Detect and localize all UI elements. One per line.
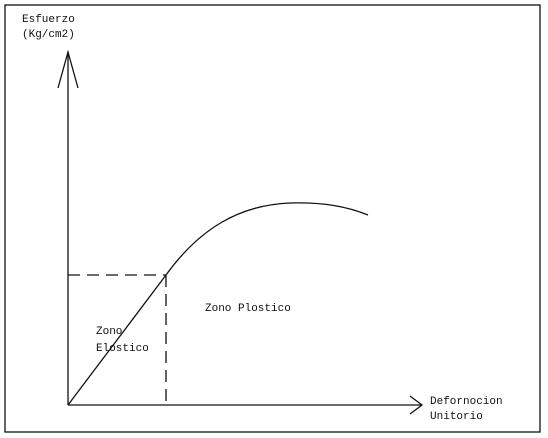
frame	[4, 4, 541, 433]
y-axis-arrow	[57, 49, 79, 89]
y-axis-label: (Kg/cm2)	[22, 29, 75, 41]
elastic-line	[67, 274, 167, 406]
y-axis-label: Esfuerzo	[22, 14, 75, 26]
x-axis-label: Defornocion	[430, 396, 503, 408]
elastic-zone-label: Elostico	[96, 343, 149, 355]
plastic-curve	[165, 202, 369, 276]
plastic-zone-label: Zono Plostico	[205, 303, 291, 315]
x-axis-label: Unitorio	[430, 411, 483, 423]
x-axis-arrow	[409, 395, 424, 415]
elastic-zone-label: Zono	[96, 326, 122, 338]
